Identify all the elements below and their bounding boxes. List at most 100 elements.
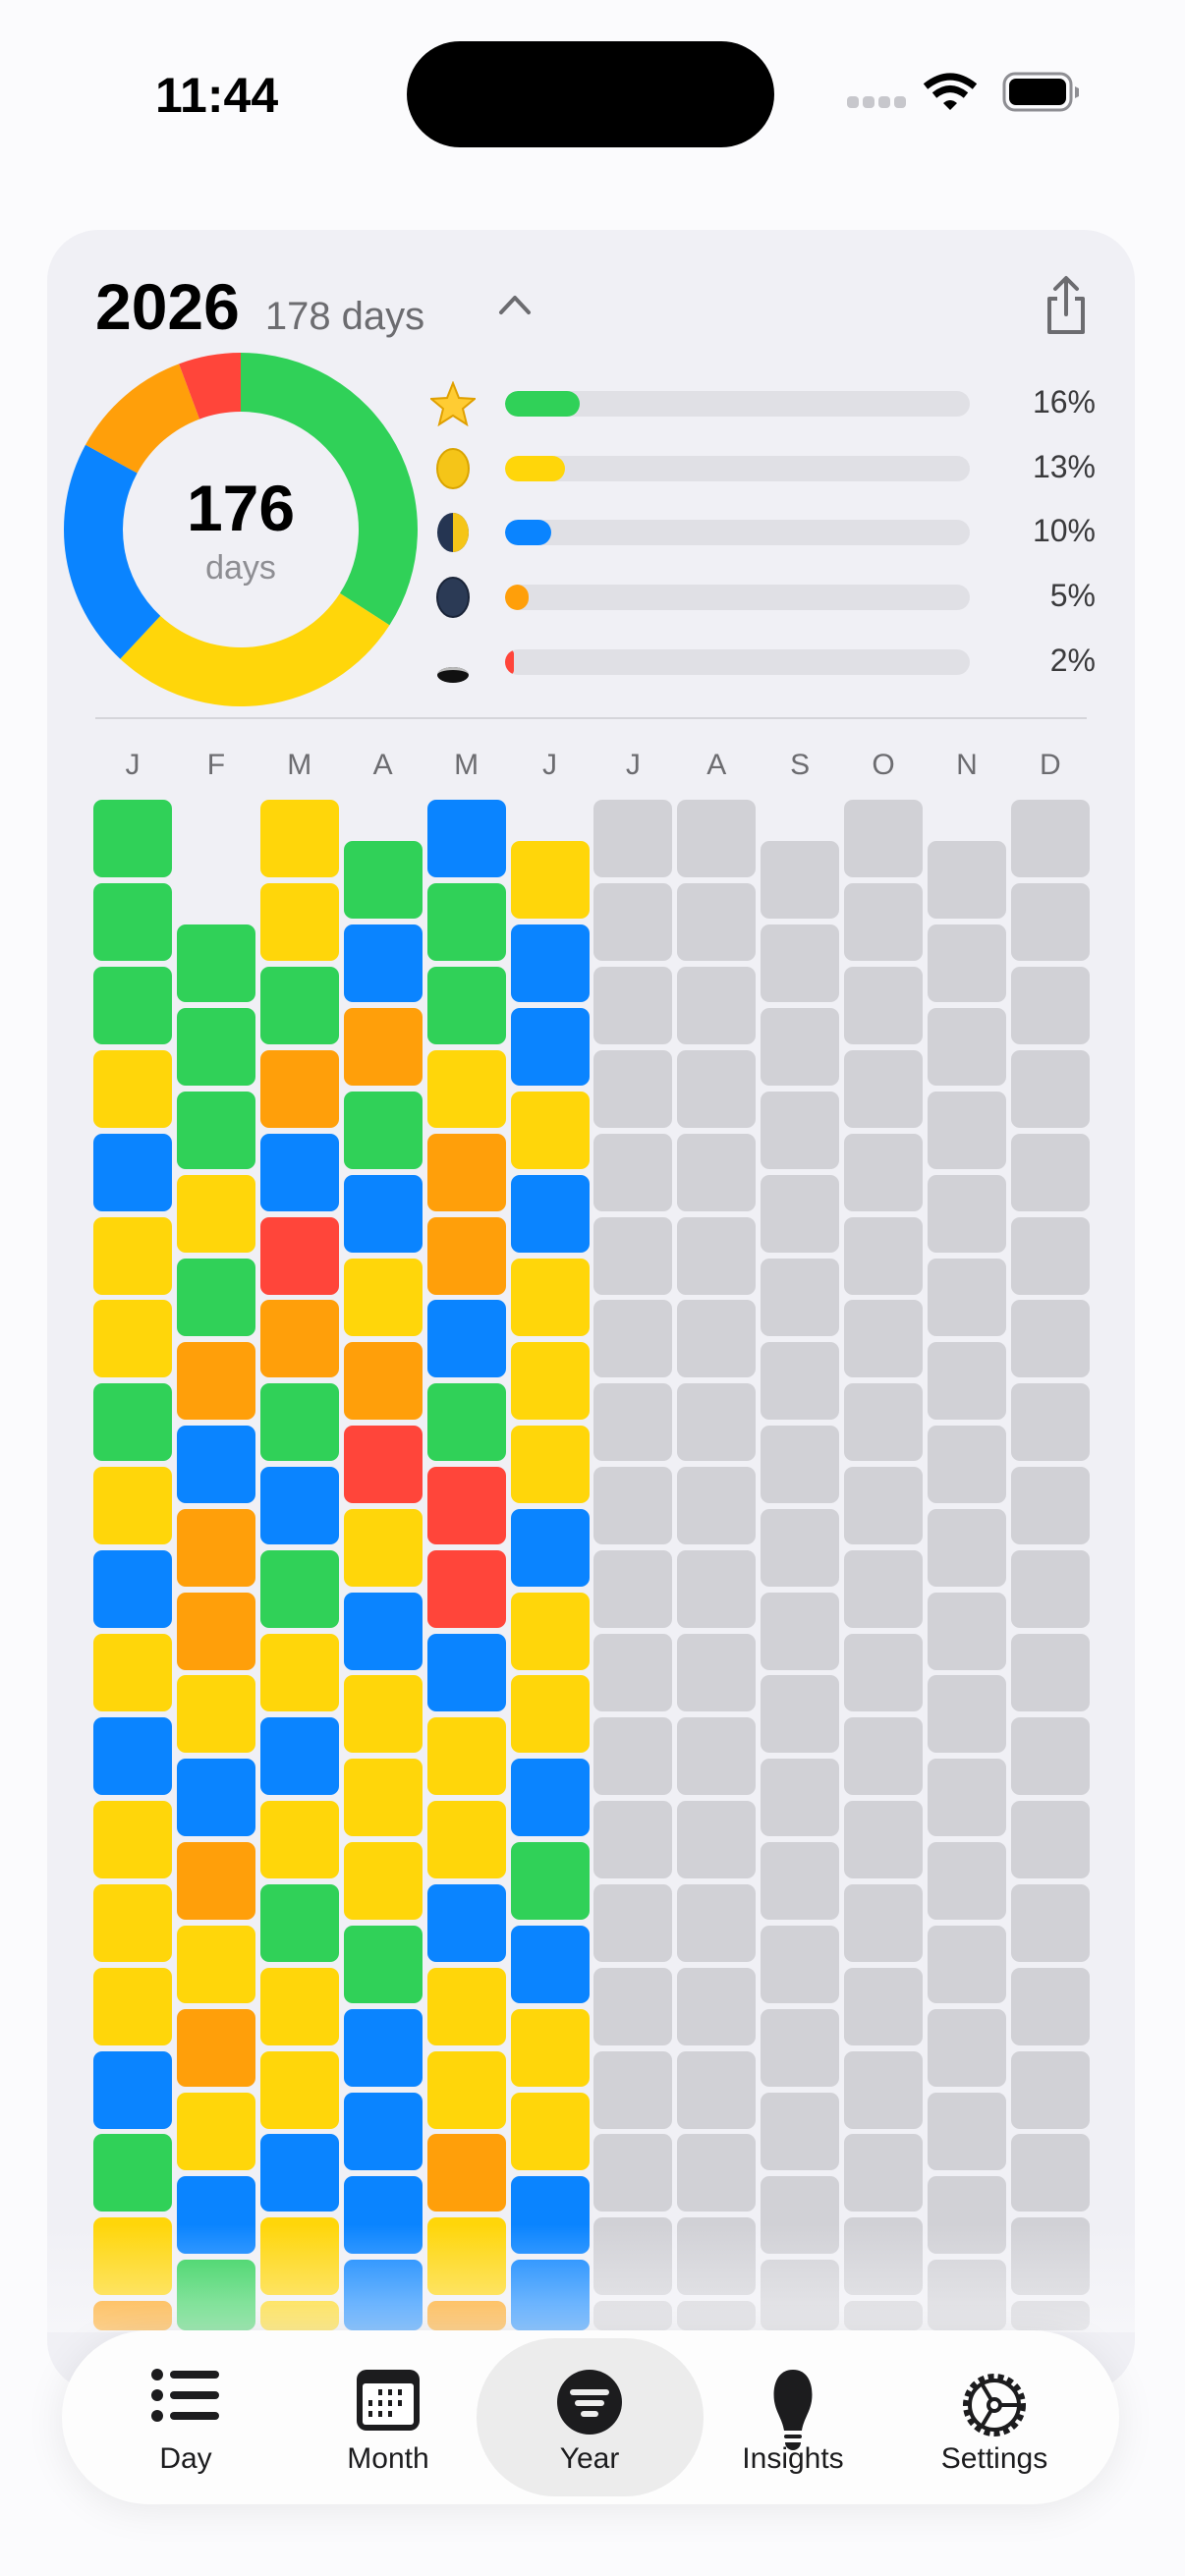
day-cell-green[interactable]	[510, 1842, 590, 1921]
day-cell-yellow[interactable]	[426, 1716, 506, 1795]
day-cell-empty[interactable]	[844, 2134, 924, 2212]
day-cell-empty[interactable]	[928, 2092, 1006, 2170]
day-cell-yellow[interactable]	[426, 1800, 506, 1878]
day-cell-yellow[interactable]	[510, 2092, 590, 2170]
day-cell-empty[interactable]	[844, 1133, 924, 1211]
day-cell-empty[interactable]	[593, 2050, 673, 2129]
day-cell-empty[interactable]	[677, 2050, 757, 2129]
day-cell-green[interactable]	[426, 1383, 506, 1462]
day-cell-empty[interactable]	[844, 1216, 924, 1295]
day-cell-empty[interactable]	[761, 1092, 840, 1170]
day-cell-empty[interactable]	[593, 966, 673, 1044]
day-cell-red[interactable]	[259, 1216, 339, 1295]
day-cell-orange[interactable]	[259, 1300, 339, 1378]
day-cell-empty[interactable]	[677, 1049, 757, 1128]
day-cell-red[interactable]	[426, 1467, 506, 1545]
day-cell-green[interactable]	[426, 966, 506, 1044]
day-cell-empty[interactable]	[761, 2092, 840, 2170]
day-cell-empty[interactable]	[761, 1175, 840, 1254]
day-cell-orange[interactable]	[176, 1508, 255, 1587]
day-cell-green[interactable]	[176, 1258, 255, 1336]
day-cell-orange[interactable]	[343, 1341, 423, 1420]
day-cell-yellow[interactable]	[426, 1967, 506, 2045]
day-cell-empty[interactable]	[677, 1467, 757, 1545]
day-cell-yellow[interactable]	[510, 1258, 590, 1336]
day-cell-empty[interactable]	[1010, 1383, 1090, 1462]
day-cell-blue[interactable]	[259, 2134, 339, 2212]
day-cell-empty[interactable]	[1010, 882, 1090, 961]
day-cell-empty[interactable]	[928, 924, 1006, 1003]
day-cell-green[interactable]	[343, 1926, 423, 2004]
day-cell-empty[interactable]	[761, 1258, 840, 1336]
day-cell-empty[interactable]	[844, 882, 924, 961]
day-cell-yellow[interactable]	[343, 1675, 423, 1754]
day-cell-empty[interactable]	[1010, 800, 1090, 877]
day-cell-green[interactable]	[176, 1008, 255, 1087]
day-cell-green[interactable]	[93, 882, 172, 961]
day-cell-empty[interactable]	[928, 1175, 1006, 1254]
day-cell-orange[interactable]	[176, 2009, 255, 2088]
day-cell-yellow[interactable]	[176, 1926, 255, 2004]
day-cell-orange[interactable]	[259, 1049, 339, 1128]
day-cell-blue[interactable]	[510, 1175, 590, 1254]
day-cell-orange[interactable]	[426, 1133, 506, 1211]
day-cell-blue[interactable]	[259, 1467, 339, 1545]
day-cell-empty[interactable]	[677, 1300, 757, 1378]
day-cell-empty[interactable]	[1010, 1133, 1090, 1211]
day-cell-empty[interactable]	[928, 2009, 1006, 2088]
day-cell-green[interactable]	[259, 1383, 339, 1462]
day-cell-empty[interactable]	[1010, 1883, 1090, 1962]
day-cell-empty[interactable]	[677, 966, 757, 1044]
day-cell-blue[interactable]	[426, 1634, 506, 1711]
day-cell-empty[interactable]	[593, 1216, 673, 1295]
day-cell-empty[interactable]	[677, 1967, 757, 2045]
day-cell-empty[interactable]	[1010, 1216, 1090, 1295]
day-cell-empty[interactable]	[928, 1508, 1006, 1587]
day-cell-green[interactable]	[93, 800, 172, 877]
day-cell-empty[interactable]	[1010, 1967, 1090, 2045]
tab-day[interactable]: Day	[83, 2330, 289, 2504]
day-cell-empty[interactable]	[677, 1550, 757, 1629]
day-cell-empty[interactable]	[761, 841, 840, 920]
day-cell-yellow[interactable]	[176, 1175, 255, 1254]
day-cell-empty[interactable]	[1010, 966, 1090, 1044]
day-cell-yellow[interactable]	[93, 1300, 172, 1378]
day-cell-empty[interactable]	[761, 1759, 840, 1837]
day-cell-empty[interactable]	[844, 2050, 924, 2129]
tab-year[interactable]: Year	[476, 2338, 704, 2496]
day-cell-empty[interactable]	[844, 1467, 924, 1545]
day-cell-empty[interactable]	[593, 800, 673, 877]
day-cell-red[interactable]	[426, 1550, 506, 1629]
day-cell-yellow[interactable]	[259, 1634, 339, 1711]
day-cell-green[interactable]	[93, 966, 172, 1044]
day-cell-empty[interactable]	[844, 1634, 924, 1711]
day-cell-empty[interactable]	[677, 1883, 757, 1962]
day-cell-green[interactable]	[343, 841, 423, 920]
day-cell-orange[interactable]	[343, 1008, 423, 1087]
day-cell-yellow[interactable]	[510, 1092, 590, 1170]
day-cell-blue[interactable]	[176, 1759, 255, 1837]
day-cell-empty[interactable]	[844, 1716, 924, 1795]
day-cell-empty[interactable]	[593, 1550, 673, 1629]
day-cell-blue[interactable]	[426, 1883, 506, 1962]
day-cell-empty[interactable]	[1010, 1800, 1090, 1878]
day-cell-empty[interactable]	[844, 1883, 924, 1962]
day-cell-yellow[interactable]	[93, 1467, 172, 1545]
day-cell-yellow[interactable]	[93, 1967, 172, 2045]
day-cell-yellow[interactable]	[259, 2050, 339, 2129]
day-cell-empty[interactable]	[928, 1341, 1006, 1420]
day-cell-empty[interactable]	[928, 1008, 1006, 1087]
day-cell-empty[interactable]	[928, 1092, 1006, 1170]
day-cell-empty[interactable]	[593, 1634, 673, 1711]
day-cell-yellow[interactable]	[510, 1675, 590, 1754]
day-cell-green[interactable]	[259, 1550, 339, 1629]
day-cell-empty[interactable]	[844, 1383, 924, 1462]
day-cell-yellow[interactable]	[343, 1508, 423, 1587]
day-cell-orange[interactable]	[176, 1341, 255, 1420]
day-cell-blue[interactable]	[93, 2050, 172, 2129]
day-cell-yellow[interactable]	[343, 1258, 423, 1336]
day-cell-blue[interactable]	[259, 1133, 339, 1211]
day-cell-empty[interactable]	[844, 800, 924, 877]
day-cell-yellow[interactable]	[259, 800, 339, 877]
day-cell-yellow[interactable]	[510, 1425, 590, 1503]
